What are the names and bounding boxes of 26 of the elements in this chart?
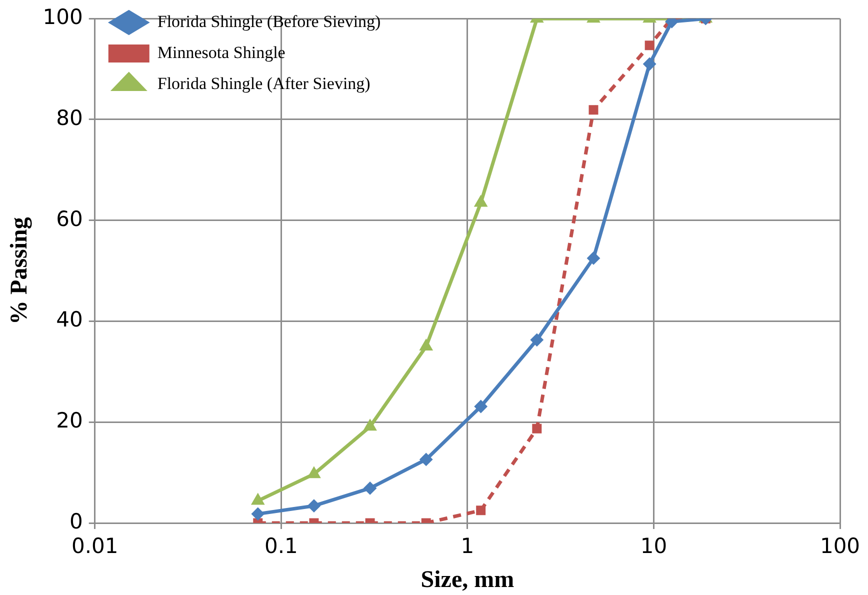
y-tick-label: 60: [56, 206, 83, 231]
y-tick-label: 80: [56, 106, 83, 130]
x-tick-label: 100: [820, 534, 860, 558]
point: [532, 424, 542, 434]
point: [420, 452, 433, 466]
x-tick-label: 1: [460, 534, 474, 558]
y-tick-label: 20: [56, 408, 83, 433]
x-tick-label: 10: [640, 534, 668, 558]
x-tick-label: 0.1: [264, 534, 298, 558]
y-tick-label: 100: [42, 5, 83, 30]
legend-label: Minnesota Shingle: [157, 42, 286, 62]
x-axis-title: Size, mm: [420, 566, 514, 593]
y-tick-label: 40: [56, 308, 83, 332]
y-axis-title: % Passing: [6, 217, 33, 324]
legend-label: Florida Shingle (After Sieving): [157, 74, 370, 93]
point: [363, 419, 377, 431]
point: [420, 338, 433, 350]
point: [530, 333, 544, 346]
point: [474, 400, 488, 413]
x-tick-label: 0.01: [72, 534, 118, 558]
point: [307, 466, 321, 478]
point: [251, 493, 264, 505]
point: [588, 105, 598, 115]
y-tick-label: 0: [70, 509, 83, 534]
point: [586, 252, 600, 265]
legend-label: Florida Shingle (Before Sieving): [157, 12, 381, 31]
